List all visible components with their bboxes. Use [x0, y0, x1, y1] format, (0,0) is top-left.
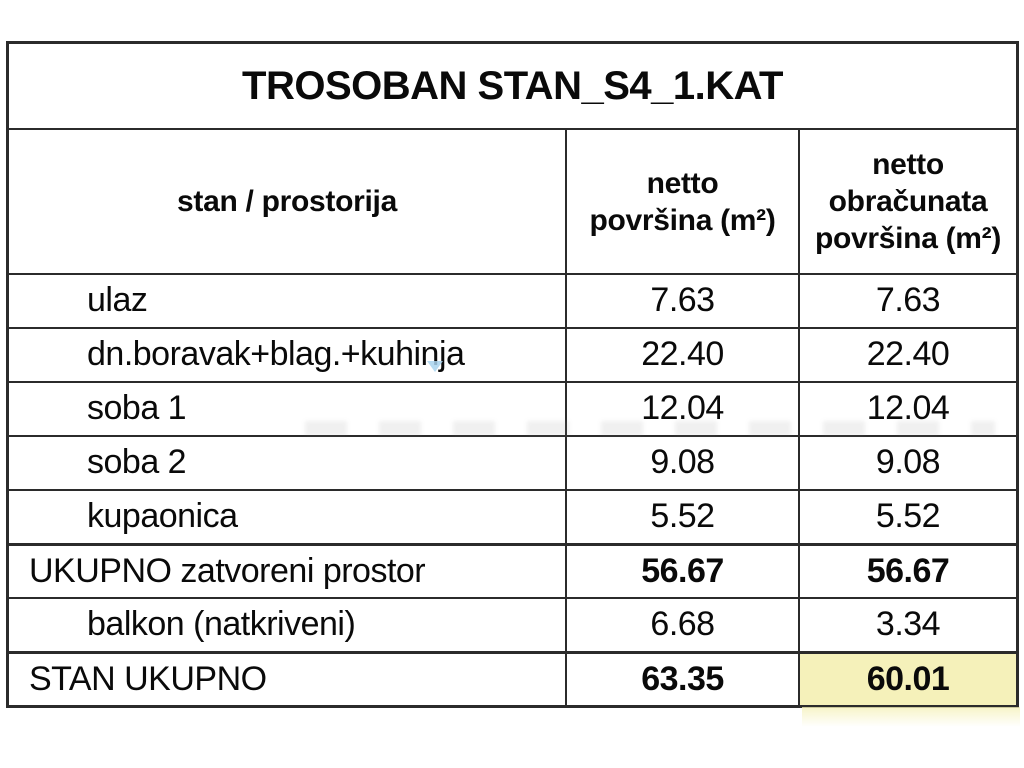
- room-label: kupaonica: [9, 489, 565, 543]
- area-table: TROSOBAN STAN_S4_1.KAT stan / prostorija…: [6, 41, 1019, 708]
- column-header-netto-line2: površina (m²): [589, 203, 776, 237]
- column-header-obracunata: netto obračunata površina (m²): [798, 128, 1016, 273]
- obracunata-value: 22.40: [798, 327, 1016, 381]
- obracunata-value: 5.52: [798, 489, 1016, 543]
- room-label: soba 2: [9, 435, 565, 489]
- total-netto-value: 63.35: [565, 651, 798, 705]
- room-label: balkon (natkriveni): [9, 597, 565, 651]
- highlight-scan-bleed: [802, 707, 1020, 727]
- column-header-room: stan / prostorija: [9, 128, 565, 273]
- column-header-obracunata-line1: netto: [872, 148, 944, 181]
- netto-value: 22.40: [565, 327, 798, 381]
- subtotal-label: UKUPNO zatvoreni prostor: [9, 543, 565, 597]
- room-label: soba 1: [9, 381, 565, 435]
- column-header-obracunata-line3: površina (m²): [814, 222, 1002, 255]
- watermark-smudge: [305, 421, 995, 436]
- room-label: ulaz: [9, 273, 565, 327]
- column-header-obracunata-line2: obračunata: [828, 185, 988, 218]
- subtotal-obracunata-value: 56.67: [798, 543, 1016, 597]
- column-header-netto-line1: netto: [646, 166, 719, 200]
- obracunata-value: 12.04: [798, 381, 1016, 435]
- obracunata-value: 9.08: [798, 435, 1016, 489]
- netto-value: 5.52: [565, 489, 798, 543]
- room-label: dn.boravak+blag.+kuhinja: [9, 327, 565, 381]
- total-obracunata-value-highlighted: 60.01: [798, 651, 1016, 705]
- netto-value: 9.08: [565, 435, 798, 489]
- obracunata-value: 3.34: [798, 597, 1016, 651]
- subtotal-netto-value: 56.67: [565, 543, 798, 597]
- total-label: STAN UKUPNO: [9, 651, 565, 705]
- obracunata-value: 7.63: [798, 273, 1016, 327]
- netto-value: 7.63: [565, 273, 798, 327]
- netto-value: 12.04: [565, 381, 798, 435]
- netto-value: 6.68: [565, 597, 798, 651]
- table-title: TROSOBAN STAN_S4_1.KAT: [242, 64, 783, 108]
- column-header-netto: netto površina (m²): [565, 128, 798, 273]
- watermark-triangle-icon: [427, 361, 443, 372]
